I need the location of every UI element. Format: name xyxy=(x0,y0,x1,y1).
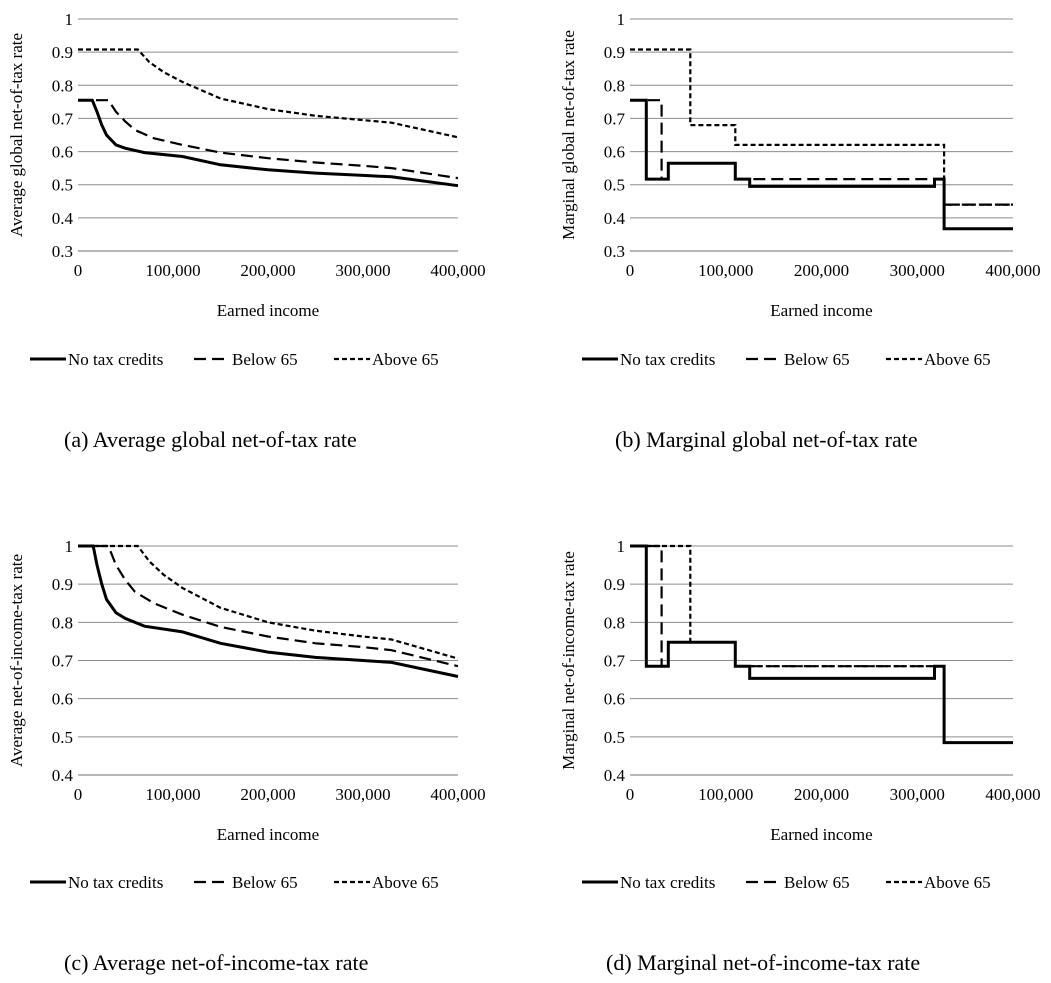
y-tick-label-d-5: 0.9 xyxy=(604,575,625,594)
caption-a: (a) Average global net-of-tax rate xyxy=(64,427,357,452)
x-tick-label-a-2: 200,000 xyxy=(240,261,295,280)
x-axis-title-d: Earned income xyxy=(770,825,872,844)
series-line-b-1 xyxy=(630,99,1013,206)
x-tick-label-d-0: 0 xyxy=(626,785,635,804)
y-tick-label-b-0: 0.3 xyxy=(604,242,625,261)
y-axis-title-c: Average net-of-income-tax rate xyxy=(7,554,26,767)
y-tick-label-b-4: 0.7 xyxy=(604,109,626,128)
legend-label-c-0: No tax credits xyxy=(68,873,163,892)
legend-c: No tax credits Below 65 Above 65 xyxy=(30,873,439,892)
y-axis-title-b: Marginal global net-of-tax rate xyxy=(559,30,578,240)
legend-label-a-2: Above 65 xyxy=(372,350,439,369)
legend-label-a-0: No tax credits xyxy=(68,350,163,369)
y-tick-label-c-6: 1 xyxy=(65,537,74,556)
legend-label-d-0: No tax credits xyxy=(620,873,715,892)
y-tick-label-b-3: 0.6 xyxy=(604,143,625,162)
chart-panel-a: 0.3 0.4 0.5 0.6 0.7 0.8 0.9 1 0 100,000 200,000 300… xyxy=(7,10,486,320)
legend-label-c-2: Above 65 xyxy=(372,873,439,892)
series-line-b-0 xyxy=(630,98,1013,231)
legend-label-b-1: Below 65 xyxy=(784,350,850,369)
series-line-c-1 xyxy=(78,544,459,668)
series-line-c-2 xyxy=(78,544,459,660)
x-tick-label-b-2: 200,000 xyxy=(794,261,849,280)
y-tick-label-a-3: 0.6 xyxy=(52,143,73,162)
series-line-d-2 xyxy=(630,544,1013,744)
y-tick-label-d-4: 0.8 xyxy=(604,613,625,632)
series-line-d-1 xyxy=(630,544,1013,744)
x-tick-label-c-0: 0 xyxy=(74,785,83,804)
x-tick-label-d-3: 300,000 xyxy=(890,785,945,804)
y-tick-label-b-1: 0.4 xyxy=(604,209,626,228)
x-tick-label-a-3: 300,000 xyxy=(335,261,390,280)
y-tick-label-a-1: 0.4 xyxy=(52,209,74,228)
legend-label-b-0: No tax credits xyxy=(620,350,715,369)
x-tick-label-a-0: 0 xyxy=(74,261,83,280)
y-tick-label-a-2: 0.5 xyxy=(52,176,73,195)
x-tick-label-b-0: 0 xyxy=(626,261,635,280)
x-tick-label-b-3: 300,000 xyxy=(890,261,945,280)
series-line-c-0 xyxy=(78,544,459,678)
y-axis-title-a: Average global net-of-tax rate xyxy=(7,33,26,237)
y-tick-label-c-3: 0.7 xyxy=(52,652,74,671)
x-tick-label-c-1: 100,000 xyxy=(145,785,200,804)
y-tick-label-c-1: 0.5 xyxy=(52,728,73,747)
x-tick-label-d-2: 200,000 xyxy=(794,785,849,804)
y-tick-label-b-2: 0.5 xyxy=(604,176,625,195)
legend-d: No tax credits Below 65 Above 65 xyxy=(582,873,991,892)
x-tick-label-c-3: 300,000 xyxy=(335,785,390,804)
caption-d: (d) Marginal net-of-income-tax rate xyxy=(606,950,921,975)
legend-a: No tax credits Below 65 Above 65 xyxy=(30,350,439,369)
caption-c: (c) Average net-of-income-tax rate xyxy=(64,950,369,975)
x-tick-label-c-2: 200,000 xyxy=(240,785,295,804)
series-line-a-2 xyxy=(78,48,459,139)
y-tick-label-c-5: 0.9 xyxy=(52,575,73,594)
x-tick-label-b-4: 400,000 xyxy=(985,261,1040,280)
x-tick-label-c-4: 400,000 xyxy=(430,785,485,804)
x-axis-title-c: Earned income xyxy=(217,825,319,844)
legend-label-b-2: Above 65 xyxy=(924,350,991,369)
x-tick-label-a-4: 400,000 xyxy=(430,261,485,280)
y-tick-label-b-6: 0.9 xyxy=(604,43,625,62)
series-line-d-0 xyxy=(630,544,1013,745)
legend-label-d-2: Above 65 xyxy=(924,873,991,892)
y-tick-label-a-5: 0.8 xyxy=(52,76,73,95)
y-tick-label-c-2: 0.6 xyxy=(52,690,73,709)
x-tick-label-a-1: 100,000 xyxy=(145,261,200,280)
caption-b: (b) Marginal global net-of-tax rate xyxy=(615,427,918,452)
x-axis-title-a: Earned income xyxy=(217,301,319,320)
y-tick-label-d-2: 0.6 xyxy=(604,690,625,709)
legend-label-d-1: Below 65 xyxy=(784,873,850,892)
y-tick-label-b-7: 1 xyxy=(617,10,626,29)
legend-b: No tax credits Below 65 Above 65 xyxy=(582,350,991,369)
y-tick-label-a-0: 0.3 xyxy=(52,242,73,261)
chart-panel-d: 0.4 0.5 0.6 0.7 0.8 0.9 1 0 100,000 200,000 300,00… xyxy=(559,537,1041,844)
series-line-b-2 xyxy=(630,48,1013,206)
chart-panel-b: 0.3 0.4 0.5 0.6 0.7 0.8 0.9 1 0 100,000 200,000 300… xyxy=(559,10,1041,320)
series-line-a-0 xyxy=(78,98,459,188)
legend-label-c-1: Below 65 xyxy=(232,873,298,892)
y-tick-label-c-4: 0.8 xyxy=(52,613,73,632)
legend-label-a-1: Below 65 xyxy=(232,350,298,369)
y-tick-label-a-6: 0.9 xyxy=(52,43,73,62)
y-tick-label-d-1: 0.5 xyxy=(604,728,625,747)
y-tick-label-c-0: 0.4 xyxy=(52,766,74,785)
series-line-a-1 xyxy=(78,99,459,180)
y-tick-label-a-7: 1 xyxy=(65,10,74,29)
y-axis-title-d: Marginal net-of-income-tax rate xyxy=(559,551,578,770)
x-axis-title-b: Earned income xyxy=(770,301,872,320)
y-tick-label-d-3: 0.7 xyxy=(604,652,626,671)
y-tick-label-d-6: 1 xyxy=(617,537,626,556)
chart-panel-c: 0.4 0.5 0.6 0.7 0.8 0.9 1 0 100,000 200,000 300,00… xyxy=(7,537,486,844)
x-tick-label-d-1: 100,000 xyxy=(698,785,753,804)
y-tick-label-b-5: 0.8 xyxy=(604,76,625,95)
x-tick-label-b-1: 100,000 xyxy=(698,261,753,280)
y-tick-label-a-4: 0.7 xyxy=(52,109,74,128)
x-tick-label-d-4: 400,000 xyxy=(985,785,1040,804)
y-tick-label-d-0: 0.4 xyxy=(604,766,626,785)
